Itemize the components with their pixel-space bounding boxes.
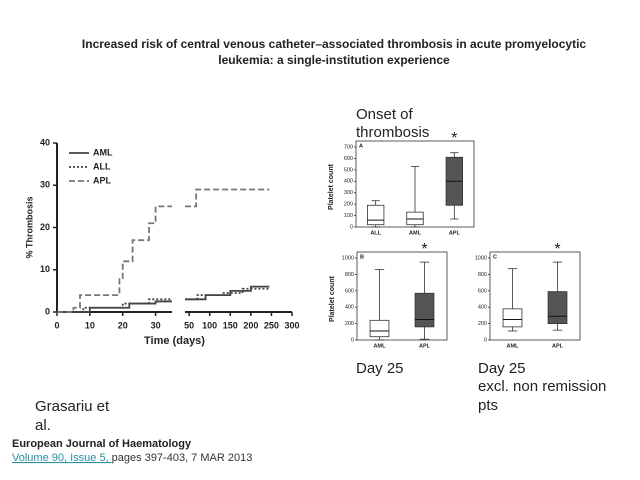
y-tick-label: 400 [344,179,353,185]
series-line [57,188,270,313]
panel-label: A [359,143,363,149]
series-line [57,287,270,313]
x-axis-label: Time (days) [144,335,205,347]
y-tick-label: 700 [344,144,353,150]
y-tick-label: 800 [345,272,354,278]
y-tick-label: 0 [351,337,354,343]
y-tick-label: 1000 [342,255,354,261]
x-tick-label: 250 [264,320,279,330]
y-tick-label: 30 [40,180,50,190]
y-tick-label: 800 [478,272,487,278]
x-tick-label: 10 [85,320,95,330]
y-axis-label: Platelet count [328,163,335,210]
annotation: Day 25 [478,360,526,377]
box [502,308,523,328]
annotation: Day 25 [356,360,404,377]
author: Grasariu et [35,398,110,415]
x-tick-label: 50 [184,320,194,330]
x-tick-label: ALL [370,230,381,236]
slide-title: Increased risk of central venous cathete… [82,37,587,51]
x-tick-label: APL [419,343,431,349]
x-tick-label: APL [449,230,461,236]
y-tick-label: 200 [345,321,354,327]
citation-link[interactable]: Volume 90, Issue 5, [12,452,112,464]
y-tick-label: 20 [40,222,50,232]
significance: * [451,130,457,147]
slide-title: leukemia: a single-institution experienc… [218,53,450,67]
annotation: excl. non remission [478,378,606,395]
series-line [57,285,270,313]
y-tick-label: 40 [40,137,50,147]
x-tick-label: APL [552,343,564,349]
y-tick-label: 0 [484,337,487,343]
citation: Volume 90, Issue 5, pages 397-403, 7 MAR… [12,452,252,464]
significance: * [421,241,427,258]
significance: * [554,241,560,258]
x-tick-label: AML [374,343,387,349]
legend-label: AML [93,147,113,157]
y-tick-label: 1000 [475,255,487,261]
x-tick-label: 150 [223,320,238,330]
y-tick-label: 600 [345,288,354,294]
x-tick-label: AML [507,343,520,349]
x-tick-label: 300 [284,320,299,330]
y-tick-label: 200 [478,321,487,327]
y-tick-label: 100 [344,213,353,219]
box [369,319,390,338]
y-tick-label: 400 [478,305,487,311]
x-tick-label: 20 [118,320,128,330]
y-tick-label: 200 [344,202,353,208]
y-tick-label: 0 [350,224,353,230]
y-tick-label: 10 [40,264,50,274]
x-tick-label: AML [409,230,422,236]
y-tick-label: 600 [478,288,487,294]
journal: European Journal of Haematology [12,438,192,450]
panel-label: C [493,254,497,260]
box [547,291,568,324]
plot-frame [489,251,581,341]
legend-label: APL [93,175,112,185]
x-tick-label: 30 [151,320,161,330]
box [406,211,424,226]
author: al. [35,417,51,434]
x-tick-label: 200 [243,320,258,330]
y-tick-label: 500 [344,167,353,173]
plot-frame [356,251,448,341]
x-tick-label: 0 [54,320,59,330]
legend-label: ALL [93,161,111,171]
x-tick-label: 100 [202,320,217,330]
y-tick-label: 0 [45,306,50,316]
y-tick-label: 400 [345,305,354,311]
box [367,204,385,226]
y-tick-label: 300 [344,190,353,196]
annotation: thrombosis [356,124,429,141]
y-tick-label: 600 [344,156,353,162]
annotation: Onset of [356,106,414,123]
y-axis-label: Platelet count [329,275,336,322]
panel-label: B [360,254,364,260]
box [414,292,435,328]
y-axis-label: % Thrombosis [24,196,34,258]
citation-pages: pages 397-403, 7 MAR 2013 [112,452,253,464]
annotation: pts [478,397,498,414]
